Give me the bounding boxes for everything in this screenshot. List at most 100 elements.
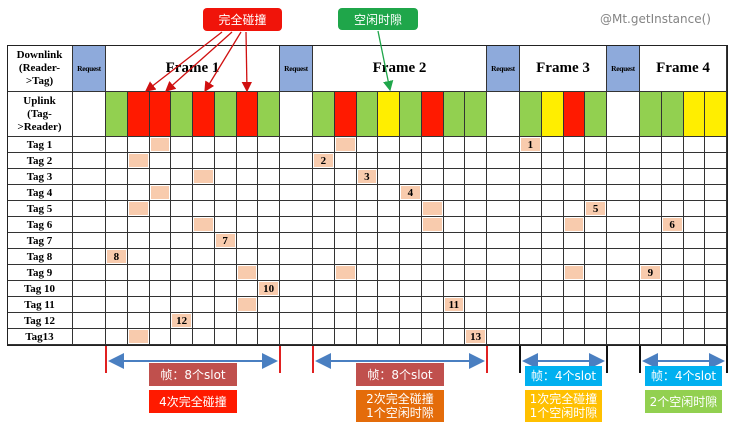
idle-slot-callout: 空闲时隙 bbox=[338, 8, 418, 30]
uplink-request-blank bbox=[607, 92, 640, 137]
tag-response-mark bbox=[150, 138, 170, 151]
tag-response-mark bbox=[194, 218, 213, 231]
frame-size-label: 帧：8个slot bbox=[356, 363, 444, 386]
tag-label: Tag 3 bbox=[7, 169, 73, 185]
uplink-slot-green bbox=[465, 92, 487, 137]
result-line: 4次完全碰撞 bbox=[159, 394, 227, 409]
result-line: 2次完全碰撞 bbox=[366, 392, 434, 406]
uplink-slot-red bbox=[421, 92, 444, 137]
uplink-slot-green bbox=[356, 92, 379, 137]
uplink-slot-red bbox=[563, 92, 586, 137]
uplink-slot-green bbox=[400, 92, 422, 137]
uplink-slot-green bbox=[106, 92, 128, 137]
tag-label: Tag 6 bbox=[7, 217, 73, 233]
tag-identified-mark: 1 bbox=[521, 138, 540, 151]
request-cell: Request bbox=[607, 45, 640, 92]
tag-identified-mark: 10 bbox=[259, 282, 278, 295]
uplink-slot-green bbox=[258, 92, 280, 137]
uplink-request-blank bbox=[280, 92, 313, 137]
tag-response-mark bbox=[194, 170, 213, 183]
uplink-slot-red bbox=[236, 92, 259, 137]
tag-identified-mark: 13 bbox=[466, 330, 485, 343]
tag-response-mark bbox=[422, 218, 442, 231]
row-divider bbox=[73, 216, 727, 217]
header-line: (Tag- bbox=[27, 107, 52, 120]
tag-response-mark bbox=[128, 154, 148, 167]
downlink-label: Downlink (Reader- >Tag) bbox=[7, 45, 73, 92]
header-line: (Reader- bbox=[18, 61, 61, 74]
frame-size-label: 帧：4个slot bbox=[525, 366, 602, 386]
uplink-slot-green bbox=[214, 92, 237, 137]
tag-identified-mark: 5 bbox=[586, 202, 605, 215]
tag-label: Tag 12 bbox=[7, 313, 73, 329]
uplink-slot-green bbox=[313, 92, 335, 137]
uplink-slot-green bbox=[585, 92, 607, 137]
tag-label: Tag 5 bbox=[7, 201, 73, 217]
frame-result-label: 4次完全碰撞 bbox=[149, 390, 237, 413]
request-cell: Request bbox=[73, 45, 106, 92]
uplink-slot-green bbox=[520, 92, 542, 137]
row-divider bbox=[73, 328, 727, 329]
tag-label: Tag 7 bbox=[7, 233, 73, 249]
row-divider bbox=[73, 152, 727, 153]
uplink-label: Uplink (Tag- >Reader) bbox=[7, 92, 73, 137]
uplink-slot-green bbox=[443, 92, 466, 137]
tag-label: Tag 2 bbox=[7, 153, 73, 169]
tag-identified-mark: 6 bbox=[662, 218, 682, 231]
uplink-slot-green bbox=[171, 92, 193, 137]
tag-identified-mark: 12 bbox=[172, 314, 191, 327]
uplink-slot-green bbox=[640, 92, 662, 137]
row-divider bbox=[73, 264, 727, 265]
tag-response-mark bbox=[335, 266, 355, 279]
request-cell: Request bbox=[487, 45, 520, 92]
frame-header: Frame 4 bbox=[640, 45, 727, 92]
tag-identified-mark: 9 bbox=[641, 266, 660, 279]
tag-response-mark bbox=[564, 266, 584, 279]
tag-label: Tag 4 bbox=[7, 185, 73, 201]
tag-label: Tag 1 bbox=[7, 137, 73, 153]
uplink-slot-green bbox=[661, 92, 684, 137]
tag-identified-mark: 3 bbox=[357, 170, 377, 183]
row-divider bbox=[73, 200, 727, 201]
result-line: 2个空闲时隙 bbox=[649, 394, 718, 409]
header-line: >Tag) bbox=[25, 74, 54, 87]
row-divider bbox=[73, 280, 727, 281]
tag-response-mark bbox=[335, 138, 355, 151]
tag-response-mark bbox=[150, 186, 170, 199]
tag-response-mark bbox=[422, 202, 442, 215]
header-line: Downlink bbox=[16, 48, 63, 61]
request-cell: Request bbox=[280, 45, 313, 92]
tag-label: Tag 10 bbox=[7, 281, 73, 297]
uplink-slot-red bbox=[127, 92, 150, 137]
uplink-slot-yellow bbox=[541, 92, 564, 137]
tag-response-mark bbox=[564, 218, 584, 231]
tag-identified-mark: 4 bbox=[401, 186, 420, 199]
row-divider bbox=[73, 312, 727, 313]
uplink-slot-yellow bbox=[683, 92, 706, 137]
result-line: 1次完全碰撞 bbox=[529, 392, 598, 406]
tag-identified-mark: 7 bbox=[215, 234, 235, 247]
frame-result-label: 2个空闲时隙 bbox=[645, 390, 722, 413]
collision-callout: 完全碰撞 bbox=[203, 8, 282, 31]
tag-identified-mark: 11 bbox=[444, 298, 464, 311]
uplink-slot-yellow bbox=[705, 92, 727, 137]
uplink-request-blank bbox=[73, 92, 106, 137]
result-line: 1个空闲时隙 bbox=[529, 406, 598, 420]
uplink-request-blank bbox=[487, 92, 520, 137]
frame-header: Frame 3 bbox=[520, 45, 607, 92]
tag-response-mark bbox=[237, 298, 257, 311]
tag-identified-mark: 8 bbox=[107, 250, 126, 263]
frame-result-label: 2次完全碰撞 1个空闲时隙 bbox=[356, 390, 444, 422]
uplink-slot-red bbox=[149, 92, 172, 137]
header-line: >Reader) bbox=[17, 120, 62, 133]
row-divider bbox=[73, 168, 727, 169]
tag-label: Tag13 bbox=[7, 329, 73, 345]
row-divider bbox=[73, 184, 727, 185]
tag-label: Tag 9 bbox=[7, 265, 73, 281]
row-divider bbox=[73, 296, 727, 297]
uplink-slot-yellow bbox=[378, 92, 400, 137]
frame-size-label: 帧：4个slot bbox=[645, 366, 722, 386]
uplink-slot-red bbox=[334, 92, 357, 137]
tag-label: Tag 11 bbox=[7, 297, 73, 313]
